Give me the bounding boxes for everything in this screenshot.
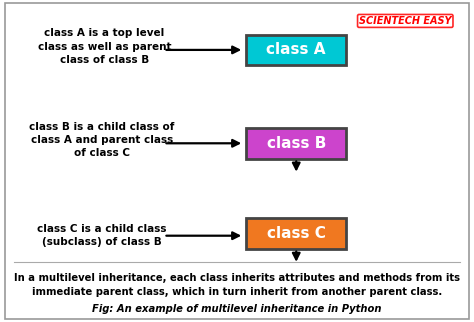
Text: class B: class B bbox=[266, 136, 326, 151]
Text: In a multilevel inheritance, each class inherits attributes and methods from its: In a multilevel inheritance, each class … bbox=[14, 273, 460, 297]
Text: class A is a top level
class as well as parent
class of class B: class A is a top level class as well as … bbox=[37, 28, 171, 65]
FancyBboxPatch shape bbox=[246, 218, 346, 249]
Text: class A: class A bbox=[266, 43, 326, 57]
FancyBboxPatch shape bbox=[246, 35, 346, 65]
Text: class B is a child class of
class A and parent class
of class C: class B is a child class of class A and … bbox=[29, 122, 174, 158]
Text: class C is a child class
(subclass) of class B: class C is a child class (subclass) of c… bbox=[37, 224, 167, 247]
FancyBboxPatch shape bbox=[5, 3, 469, 319]
Text: Fig: An example of multilevel inheritance in Python: Fig: An example of multilevel inheritanc… bbox=[92, 304, 382, 314]
Text: SCIENTECH EASY: SCIENTECH EASY bbox=[359, 16, 452, 26]
FancyBboxPatch shape bbox=[246, 128, 346, 158]
Text: class C: class C bbox=[267, 226, 326, 241]
